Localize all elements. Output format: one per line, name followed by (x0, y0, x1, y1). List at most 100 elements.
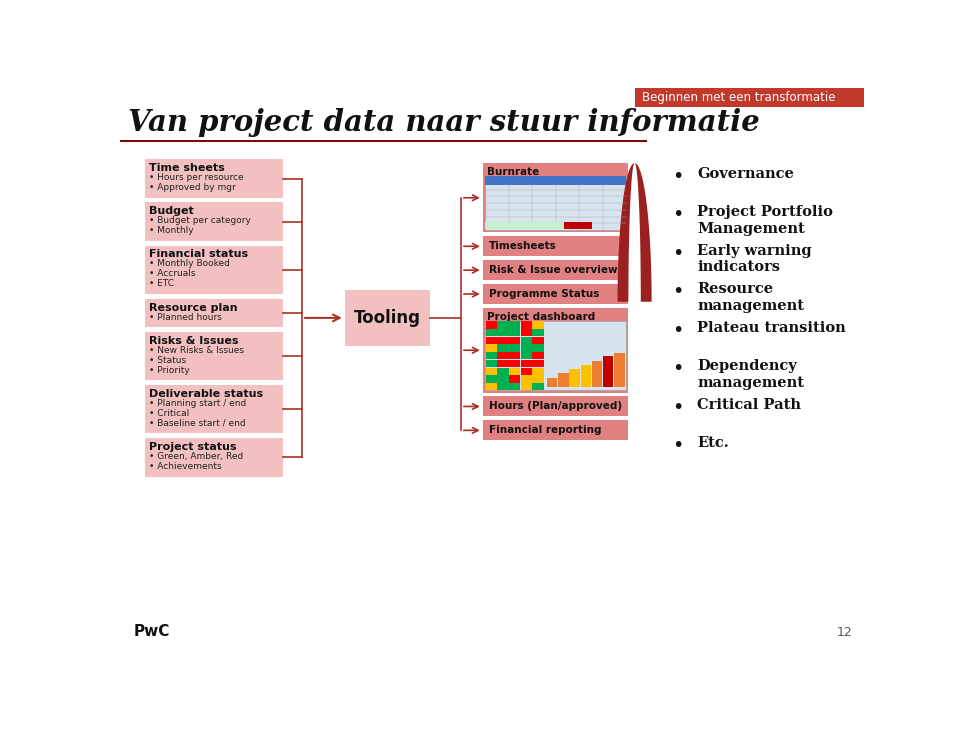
Text: Time sheets: Time sheets (150, 163, 226, 173)
Text: • New Risks & Issues: • New Risks & Issues (150, 346, 245, 354)
Bar (497, 321, 509, 329)
Text: • Monthly Booked: • Monthly Booked (150, 259, 230, 268)
Bar (509, 383, 520, 391)
Bar (509, 344, 520, 352)
Text: Plateau transition: Plateau transition (697, 321, 846, 335)
Text: • Accruals: • Accruals (150, 270, 196, 279)
Bar (145, 332, 283, 380)
Bar (564, 222, 592, 228)
Text: Risk & Issue overview: Risk & Issue overview (489, 265, 617, 275)
Bar (520, 321, 532, 329)
Bar (509, 329, 520, 336)
Text: • Priority: • Priority (150, 366, 190, 374)
Text: Hours (Plan/approved): Hours (Plan/approved) (489, 402, 622, 411)
Text: Financial status: Financial status (150, 249, 249, 259)
Text: Van project data naar stuur informatie: Van project data naar stuur informatie (128, 108, 759, 137)
Text: PwC: PwC (134, 624, 170, 639)
Bar (509, 352, 520, 360)
Text: •: • (672, 321, 684, 340)
Bar (483, 420, 629, 440)
Bar (581, 365, 591, 387)
Bar (486, 337, 497, 344)
Bar (486, 321, 497, 329)
Bar (532, 375, 543, 383)
Bar (486, 375, 497, 383)
Text: •: • (672, 398, 684, 417)
Bar (532, 383, 543, 391)
Polygon shape (617, 163, 652, 301)
Bar (145, 438, 283, 477)
Text: Dependency
management: Dependency management (697, 360, 804, 390)
Bar (483, 237, 629, 256)
Bar (120, 140, 647, 142)
Bar (483, 397, 629, 416)
Bar (520, 360, 532, 367)
Bar (636, 88, 864, 107)
Bar (520, 329, 532, 336)
Text: Project dashboard: Project dashboard (487, 312, 595, 322)
Text: • Planning start / end: • Planning start / end (150, 399, 247, 408)
Text: • Green, Amber, Red: • Green, Amber, Red (150, 452, 244, 461)
Text: •: • (672, 206, 684, 225)
Bar (145, 203, 283, 241)
Text: •: • (672, 436, 684, 455)
Bar (497, 360, 509, 367)
Text: Etc.: Etc. (697, 436, 730, 450)
Text: Timesheets: Timesheets (489, 241, 557, 251)
Text: • Baseline start / end: • Baseline start / end (150, 419, 246, 427)
Bar (145, 159, 283, 198)
Bar (145, 298, 283, 327)
Text: Resource
management: Resource management (697, 282, 804, 312)
Bar (485, 176, 626, 230)
Bar (483, 308, 629, 393)
Text: Risks & Issues: Risks & Issues (150, 335, 239, 346)
Bar (345, 290, 430, 346)
Bar (497, 337, 509, 344)
Text: • Approved by mgr: • Approved by mgr (150, 184, 236, 192)
Text: • Budget per category: • Budget per category (150, 216, 252, 226)
Bar (483, 260, 629, 280)
Bar (485, 222, 563, 228)
Bar (486, 360, 497, 367)
Text: • Monthly: • Monthly (150, 226, 194, 235)
Bar (497, 375, 509, 383)
Text: Deliverable status: Deliverable status (150, 388, 264, 399)
Bar (520, 337, 532, 344)
Text: •: • (672, 167, 684, 186)
Text: • Hours per resource: • Hours per resource (150, 173, 244, 182)
Bar (485, 176, 626, 185)
Bar (486, 344, 497, 352)
Bar (591, 360, 602, 387)
Bar (532, 360, 543, 367)
Bar (509, 321, 520, 329)
Text: • Status: • Status (150, 356, 186, 365)
Text: Early warning
indicators: Early warning indicators (697, 244, 812, 274)
Bar (486, 383, 497, 391)
Text: Financial reporting: Financial reporting (489, 425, 601, 436)
Bar (558, 373, 568, 387)
Text: Budget: Budget (150, 206, 194, 216)
Bar (532, 337, 543, 344)
Bar (532, 368, 543, 375)
Text: • ETC: • ETC (150, 279, 175, 288)
Bar (497, 368, 509, 375)
Text: Project status: Project status (150, 442, 237, 452)
Text: • Achievements: • Achievements (150, 462, 222, 471)
Text: •: • (672, 282, 684, 301)
Bar (497, 344, 509, 352)
Bar (497, 329, 509, 336)
Text: • Critical: • Critical (150, 409, 190, 418)
Bar (532, 352, 543, 360)
Bar (614, 353, 625, 387)
Bar (520, 375, 532, 383)
Bar (569, 369, 580, 387)
Bar (509, 360, 520, 367)
Bar (532, 321, 543, 329)
Bar (509, 337, 520, 344)
Bar (497, 352, 509, 360)
Text: Tooling: Tooling (354, 309, 420, 327)
Text: •: • (672, 360, 684, 379)
Text: Project Portfolio
Management: Project Portfolio Management (697, 206, 833, 236)
Bar (532, 329, 543, 336)
Bar (486, 329, 497, 336)
